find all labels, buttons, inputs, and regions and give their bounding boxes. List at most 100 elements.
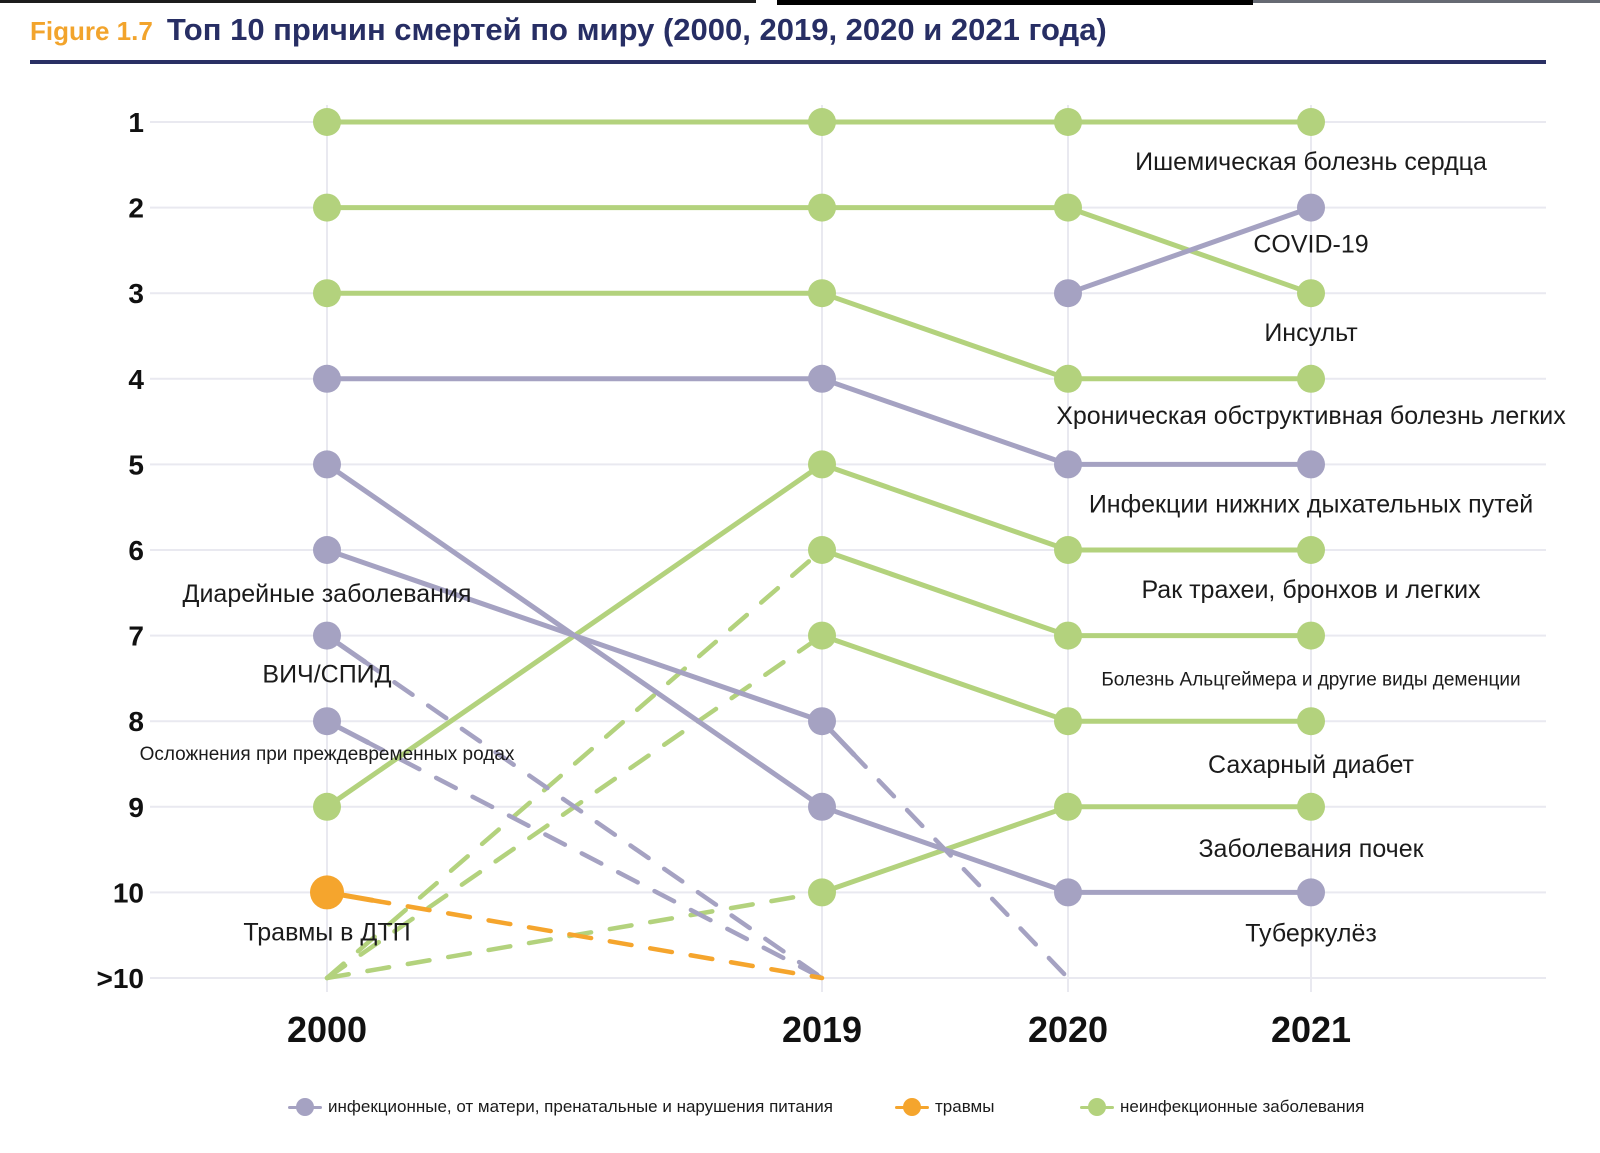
series-dot-3	[1054, 364, 1082, 393]
legend-label: инфекционные, от матери, пренатальные и …	[328, 1097, 833, 1116]
series-label-0: Ишемическая болезнь сердца	[1135, 148, 1487, 176]
year-tick-label: 2019	[782, 1009, 862, 1050]
legend-item-noncommunicable: неинфекционные заболевания	[1080, 1093, 1364, 1121]
series-label-1: Инсульт	[1264, 319, 1358, 347]
year-tick-label: 2021	[1271, 1009, 1351, 1050]
rank-tick-label: 2	[128, 193, 144, 224]
legend-label: неинфекционные заболевания	[1120, 1097, 1365, 1116]
series-dot-1	[808, 193, 836, 222]
chart-header: Figure 1.7 Топ 10 причин смертей по миру…	[30, 12, 1107, 48]
legend-item-infectious: инфекционные, от матери, пренатальные и …	[288, 1093, 833, 1121]
series-line-9	[819, 804, 1071, 895]
series-line-6	[819, 547, 1071, 639]
rank-tick-label: 7	[128, 621, 144, 652]
series-dot-8	[1054, 792, 1082, 821]
series-dot-9	[313, 450, 341, 479]
series-dot-5	[808, 450, 836, 479]
series-dot-11	[313, 621, 341, 650]
rank-tick-label: >10	[97, 963, 145, 994]
series-dot-7	[1054, 707, 1082, 736]
series-dot-0	[1054, 108, 1082, 136]
series-dot-1	[1054, 193, 1082, 222]
series-line-3	[819, 290, 1071, 382]
page-title: Топ 10 причин смертей по миру (2000, 201…	[166, 12, 1107, 47]
series-dot-6	[808, 536, 836, 564]
series-dot-9	[808, 792, 836, 821]
series-line-10	[324, 547, 825, 724]
series-dot-10	[313, 536, 341, 564]
injuries-legend-marker-icon	[895, 1098, 929, 1116]
series-label-13: Травмы в ДТП	[243, 918, 410, 946]
rank-tick-label: 4	[128, 364, 144, 395]
series-label-4: Инфекции нижних дыхательных путей	[1089, 490, 1533, 518]
year-tick-label: 2020	[1028, 1009, 1108, 1050]
series-dot-6	[1054, 621, 1082, 650]
series-label-7: Сахарный диабет	[1208, 751, 1415, 779]
series-line-7	[819, 633, 1071, 724]
solid-series-lines	[324, 119, 1314, 895]
series-dot-10	[808, 707, 836, 736]
series-dot-5	[1297, 536, 1325, 564]
series-dot-1	[1297, 279, 1325, 308]
series-dot-4	[313, 364, 341, 393]
rank-tick-label: 10	[113, 877, 144, 908]
infectious-legend-marker-icon	[288, 1098, 322, 1116]
series-dot-1	[313, 193, 341, 222]
series-dashed-line-11	[324, 633, 825, 981]
series-dashed-line-6	[324, 547, 825, 981]
axis-labels: 1 2 3 4 5 6 7 8 9 10 >10 2000 2019 2020 2021	[97, 107, 1352, 1050]
video-progress-bar-segment	[777, 0, 1253, 5]
series-dot-7	[1297, 707, 1325, 736]
series-dot-8	[808, 878, 836, 907]
series-label-2: COVID-19	[1253, 231, 1368, 259]
chart-legend: инфекционные, от матери, пренатальные и …	[0, 1093, 1600, 1121]
video-progress-bar-watched	[0, 0, 756, 3]
figure-number-label: Figure 1.7	[30, 16, 153, 46]
legend-item-injuries: травмы	[895, 1093, 994, 1121]
series-dot-2	[1297, 193, 1325, 222]
rank-tick-label: 5	[128, 449, 144, 480]
series-line-4	[819, 376, 1071, 467]
series-label-3: Хроническая обструктивная болезнь легких	[1056, 402, 1566, 430]
series-dot-0	[313, 108, 341, 136]
noncommunicable-legend-marker-icon	[1080, 1098, 1114, 1116]
video-progress-bar-remaining	[1253, 0, 1600, 3]
series-dot-9	[1054, 878, 1082, 907]
legend-dot-icon	[296, 1098, 314, 1116]
rank-tick-label: 8	[128, 706, 144, 737]
series-dot-5	[313, 792, 341, 821]
series-dot-12	[313, 707, 341, 736]
series-dot-7	[808, 621, 836, 650]
rank-tick-label: 6	[128, 535, 144, 566]
series-line-5	[819, 461, 1071, 553]
series-dot-0	[1297, 108, 1325, 136]
series-dot-0	[808, 108, 836, 136]
rank-tick-label: 3	[128, 278, 144, 309]
series-dot-4	[808, 364, 836, 393]
rank-tick-label: 9	[128, 792, 144, 823]
year-tick-label: 2000	[287, 1009, 367, 1050]
series-dot-3	[808, 279, 836, 308]
series-dashed-line-13	[324, 890, 825, 981]
series-dot-4	[1297, 450, 1325, 479]
series-dot-6	[1297, 621, 1325, 650]
legend-dot-icon	[903, 1098, 921, 1116]
series-dot-9	[1297, 878, 1325, 907]
series-label-10: Диарейные заболевания	[183, 580, 472, 608]
series-label-12: Осложнения при преждевременных родах	[140, 744, 515, 765]
legend-dot-icon	[1088, 1098, 1106, 1116]
series-label-6: Болезнь Альцгеймера и другие виды деменц…	[1101, 670, 1520, 691]
series-dot-8	[1297, 792, 1325, 821]
title-underline	[30, 60, 1546, 64]
series-dot-5	[1054, 536, 1082, 564]
series-labels: Ишемическая болезнь сердца Инсульт COVID-1…	[140, 148, 1567, 947]
series-label-8: Заболевания почек	[1198, 835, 1424, 863]
legend-label: травмы	[935, 1097, 995, 1116]
series-label-9: Туберкулёз	[1245, 919, 1377, 947]
series-line-2	[1065, 205, 1314, 296]
series-dashed-line-12	[324, 718, 825, 981]
series-label-5: Рак трахеи, бронхов и легких	[1141, 576, 1481, 604]
dashed-transition-lines	[324, 547, 1071, 981]
series-dot-4	[1054, 450, 1082, 479]
